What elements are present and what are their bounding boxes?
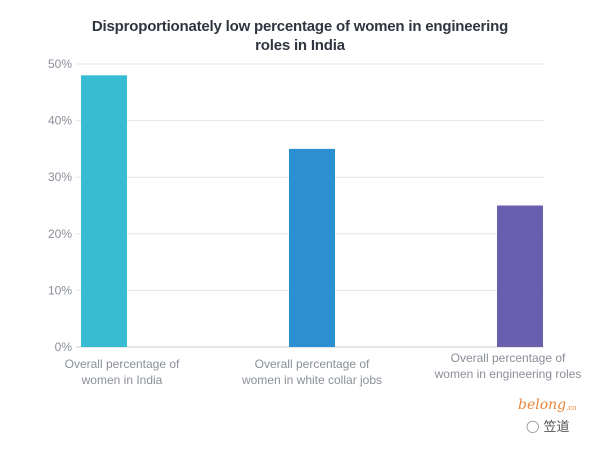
chart-title-line-2: roles in India — [255, 37, 345, 54]
y-tick-label: 20% — [48, 227, 72, 241]
y-tick-label: 0% — [55, 340, 73, 354]
brand-suffix: .co — [566, 404, 577, 412]
y-tick-label: 40% — [48, 114, 72, 128]
watermark: ◯ 笠道 — [526, 416, 569, 435]
x-tick-label: women in white collar jobs — [241, 373, 382, 387]
brand-name: belong — [518, 397, 567, 413]
chat-bubble-icon: ◯ — [526, 418, 540, 433]
watermark-text: 笠道 — [543, 419, 570, 434]
bar — [497, 205, 543, 347]
x-tick-label: Overall percentage of — [255, 357, 370, 371]
x-tick-label: Overall percentage of — [451, 351, 566, 365]
chart-title-line-1: Disproportionately low percentage of wom… — [91, 18, 509, 35]
bar — [81, 75, 127, 347]
brand-logo: belong.co — [518, 397, 577, 413]
y-tick-label: 50% — [48, 57, 72, 71]
y-tick-label: 30% — [48, 170, 72, 184]
x-tick-label: Overall percentage of — [65, 357, 180, 371]
x-tick-label: women in engineering roles — [434, 367, 582, 381]
bar — [289, 148, 335, 347]
x-tick-label: women in India — [81, 373, 163, 387]
y-tick-label: 10% — [48, 283, 72, 297]
